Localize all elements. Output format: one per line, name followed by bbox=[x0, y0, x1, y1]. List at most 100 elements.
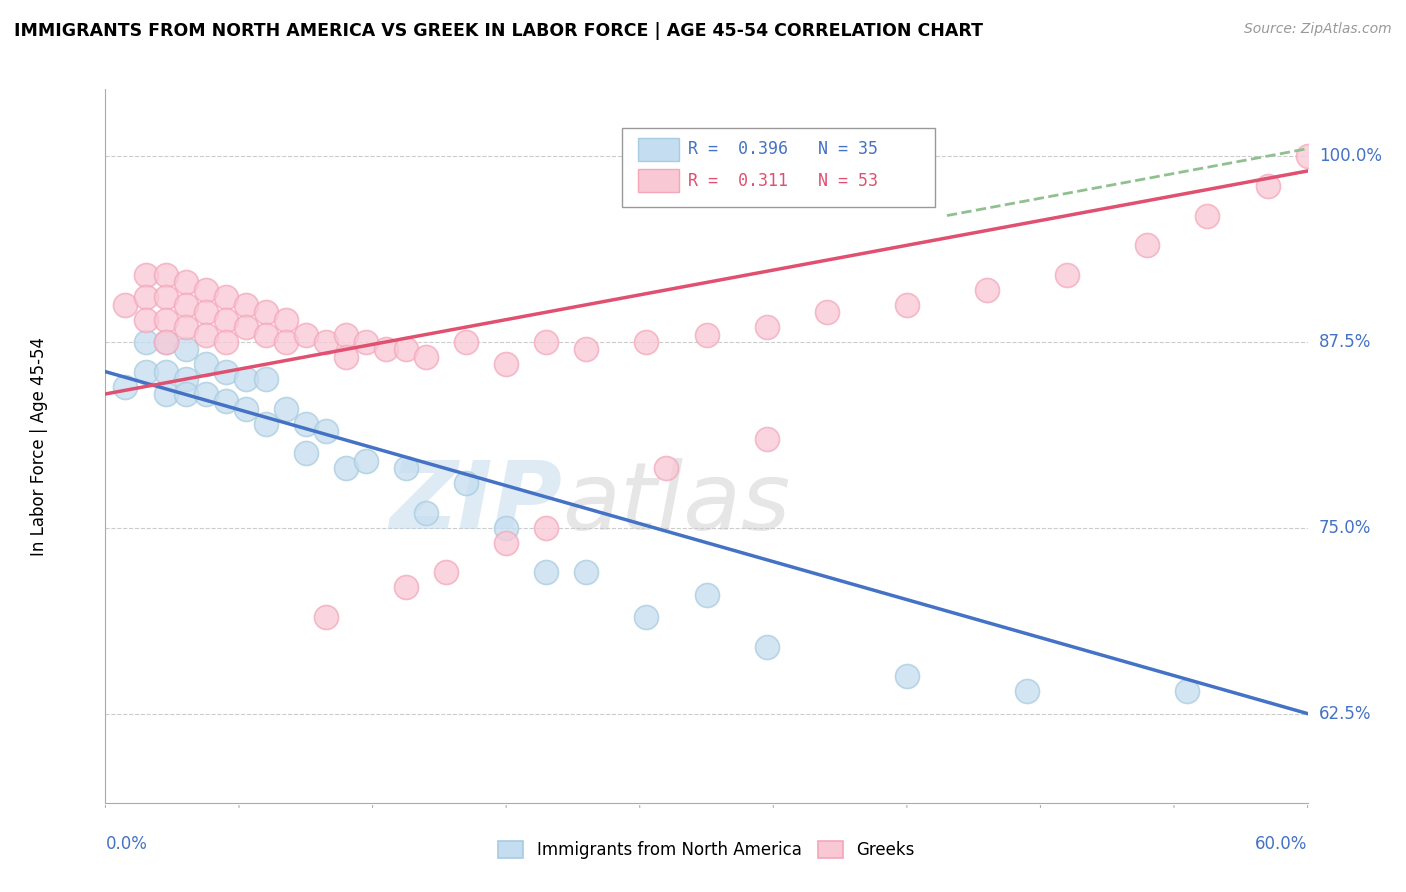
Point bbox=[135, 334, 157, 349]
Point bbox=[755, 320, 778, 334]
Point bbox=[696, 588, 718, 602]
Point bbox=[135, 268, 157, 282]
Point bbox=[534, 566, 557, 580]
Point bbox=[1296, 149, 1319, 163]
Point bbox=[354, 334, 377, 349]
Point bbox=[354, 454, 377, 468]
Point bbox=[1017, 684, 1039, 698]
Point bbox=[575, 566, 598, 580]
Point bbox=[174, 387, 197, 401]
Point bbox=[155, 268, 177, 282]
Point bbox=[114, 379, 136, 393]
Point bbox=[315, 610, 337, 624]
Point bbox=[495, 535, 517, 549]
Text: R =  0.396   N = 35: R = 0.396 N = 35 bbox=[689, 140, 879, 158]
Point bbox=[454, 476, 477, 491]
Point bbox=[174, 276, 197, 290]
Point bbox=[274, 334, 297, 349]
Point bbox=[135, 365, 157, 379]
Point bbox=[174, 343, 197, 357]
Point bbox=[274, 312, 297, 326]
Point bbox=[495, 357, 517, 371]
Text: 87.5%: 87.5% bbox=[1319, 333, 1371, 351]
Point bbox=[155, 334, 177, 349]
Point bbox=[415, 350, 437, 364]
Point bbox=[1136, 238, 1159, 252]
Point bbox=[155, 334, 177, 349]
Point bbox=[174, 320, 197, 334]
Text: 100.0%: 100.0% bbox=[1319, 147, 1382, 165]
Point bbox=[1257, 178, 1279, 193]
Text: 62.5%: 62.5% bbox=[1319, 705, 1371, 723]
Point bbox=[415, 506, 437, 520]
Point bbox=[495, 521, 517, 535]
Point bbox=[155, 387, 177, 401]
Point bbox=[214, 312, 236, 326]
Point bbox=[214, 394, 236, 409]
Point bbox=[155, 290, 177, 304]
Point bbox=[194, 327, 217, 342]
Point bbox=[534, 334, 557, 349]
Point bbox=[636, 610, 658, 624]
Point bbox=[755, 640, 778, 654]
Point bbox=[374, 343, 398, 357]
Legend: Immigrants from North America, Greeks: Immigrants from North America, Greeks bbox=[492, 834, 921, 866]
Point bbox=[254, 372, 277, 386]
Point bbox=[976, 283, 998, 297]
Point bbox=[114, 298, 136, 312]
Point bbox=[155, 312, 177, 326]
Point bbox=[335, 350, 357, 364]
Point bbox=[254, 327, 277, 342]
FancyBboxPatch shape bbox=[638, 169, 679, 192]
Text: 75.0%: 75.0% bbox=[1319, 519, 1371, 537]
Point bbox=[194, 283, 217, 297]
Point bbox=[155, 365, 177, 379]
Point bbox=[135, 312, 157, 326]
Point bbox=[295, 446, 318, 460]
Point bbox=[214, 334, 236, 349]
Point bbox=[1177, 684, 1199, 698]
Text: R =  0.311   N = 53: R = 0.311 N = 53 bbox=[689, 171, 879, 189]
Point bbox=[395, 343, 418, 357]
Point bbox=[395, 461, 418, 475]
Point bbox=[454, 334, 477, 349]
Point bbox=[335, 461, 357, 475]
Point bbox=[896, 298, 918, 312]
Point bbox=[755, 432, 778, 446]
Point bbox=[896, 669, 918, 683]
Point bbox=[254, 305, 277, 319]
Point bbox=[174, 298, 197, 312]
Text: 60.0%: 60.0% bbox=[1256, 835, 1308, 853]
Point bbox=[235, 401, 257, 416]
Point bbox=[235, 320, 257, 334]
Point bbox=[194, 387, 217, 401]
Text: In Labor Force | Age 45-54: In Labor Force | Age 45-54 bbox=[31, 336, 48, 556]
Point bbox=[815, 305, 838, 319]
Point bbox=[214, 365, 236, 379]
Point bbox=[1056, 268, 1078, 282]
Point bbox=[194, 305, 217, 319]
Text: 0.0%: 0.0% bbox=[105, 835, 148, 853]
Point bbox=[575, 343, 598, 357]
Text: Source: ZipAtlas.com: Source: ZipAtlas.com bbox=[1244, 22, 1392, 37]
Point bbox=[434, 566, 457, 580]
Text: atlas: atlas bbox=[562, 458, 790, 549]
Point bbox=[1197, 209, 1219, 223]
FancyBboxPatch shape bbox=[638, 137, 679, 161]
FancyBboxPatch shape bbox=[623, 128, 935, 207]
Point bbox=[335, 327, 357, 342]
Point bbox=[315, 334, 337, 349]
Point bbox=[214, 290, 236, 304]
Point bbox=[135, 290, 157, 304]
Point bbox=[194, 357, 217, 371]
Text: IMMIGRANTS FROM NORTH AMERICA VS GREEK IN LABOR FORCE | AGE 45-54 CORRELATION CH: IMMIGRANTS FROM NORTH AMERICA VS GREEK I… bbox=[14, 22, 983, 40]
Point bbox=[235, 298, 257, 312]
Point bbox=[395, 580, 418, 594]
Point bbox=[274, 401, 297, 416]
Text: ZIP: ZIP bbox=[389, 457, 562, 549]
Point bbox=[174, 372, 197, 386]
Point bbox=[636, 334, 658, 349]
Point bbox=[295, 327, 318, 342]
Point bbox=[534, 521, 557, 535]
Point bbox=[696, 327, 718, 342]
